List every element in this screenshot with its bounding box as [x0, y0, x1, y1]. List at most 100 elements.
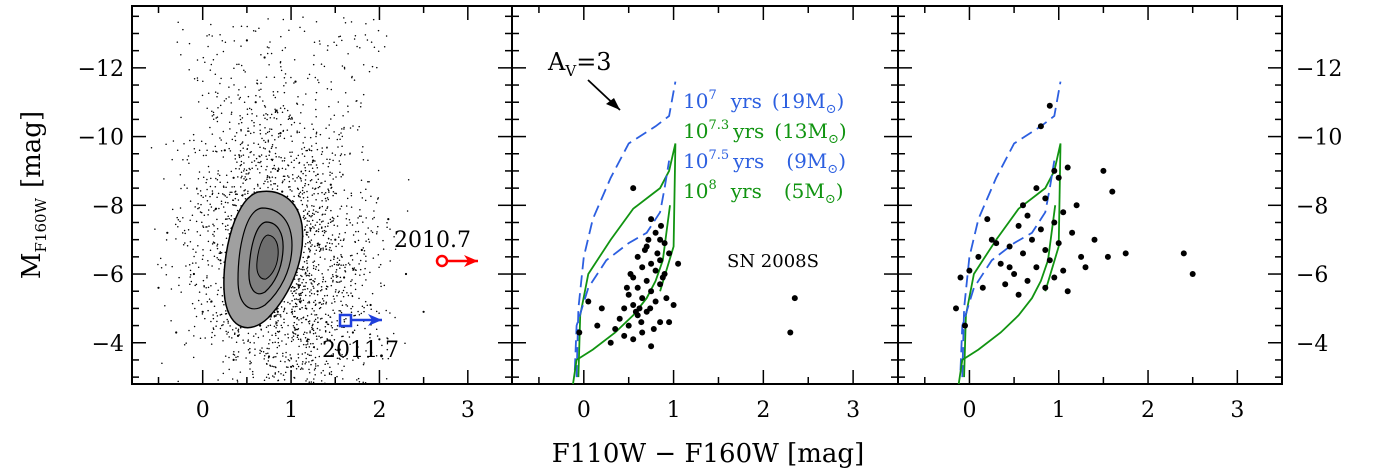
field-star-point — [337, 363, 339, 365]
field-star-point — [196, 187, 198, 189]
star-point — [1051, 167, 1058, 174]
field-star-point — [363, 306, 365, 309]
field-star-point — [376, 335, 379, 337]
field-star-point — [272, 94, 275, 96]
field-star-point — [197, 101, 200, 103]
field-star-point — [295, 360, 298, 362]
field-star-point — [296, 274, 298, 276]
field-star-point — [309, 180, 312, 182]
field-star-point — [203, 286, 205, 288]
field-star-point — [335, 288, 337, 291]
field-star-point — [331, 326, 334, 329]
field-star-point — [266, 46, 269, 48]
field-star-point — [321, 298, 324, 300]
field-star-point — [260, 328, 262, 330]
field-star-point — [350, 284, 352, 287]
field-star-point — [278, 344, 281, 347]
field-star-point — [375, 233, 378, 235]
field-star-point — [243, 177, 245, 180]
field-star-point — [304, 136, 306, 139]
field-star-point — [367, 227, 369, 229]
field-star-point — [309, 230, 312, 232]
field-star-point — [394, 316, 396, 319]
field-star-point — [304, 271, 307, 274]
field-star-point — [299, 338, 302, 340]
field-star-point — [279, 314, 281, 316]
field-star-point — [336, 257, 339, 259]
field-star-point — [221, 244, 224, 246]
field-star-point — [271, 176, 274, 178]
field-star-point — [260, 350, 263, 353]
field-star-point — [241, 175, 243, 177]
field-star-point — [372, 18, 375, 21]
field-star-point — [315, 174, 317, 177]
field-star-point — [301, 353, 304, 355]
field-star-point — [362, 247, 365, 249]
field-star-point — [306, 213, 309, 215]
field-star-point — [194, 206, 196, 208]
field-star-point — [298, 319, 300, 321]
field-star-point — [273, 376, 275, 378]
field-star-point — [344, 271, 347, 273]
field-star-point — [329, 183, 332, 186]
star-point — [585, 298, 592, 305]
field-star-point — [236, 193, 238, 196]
field-star-point — [310, 145, 313, 147]
field-star-point — [256, 82, 259, 85]
field-star-point — [371, 231, 374, 234]
field-star-point — [277, 136, 280, 138]
field-star-point — [230, 102, 232, 104]
field-star-point — [231, 329, 234, 331]
field-star-point — [347, 105, 349, 107]
field-star-point — [309, 136, 312, 139]
sn-2011-7-marker — [338, 313, 382, 328]
field-star-point — [370, 344, 372, 346]
star-point — [576, 329, 583, 336]
star-point — [652, 267, 659, 274]
field-star-point — [328, 249, 331, 251]
field-star-point — [310, 149, 313, 152]
field-star-point — [327, 165, 330, 168]
field-star-point — [347, 262, 350, 264]
field-star-point — [357, 310, 359, 313]
field-star-point — [299, 122, 301, 125]
field-star-point — [311, 283, 313, 285]
field-star-point — [244, 189, 246, 191]
field-star-point — [195, 315, 198, 318]
field-star-point — [309, 330, 311, 332]
field-star-point — [189, 139, 191, 142]
y-tick-label: −12 — [78, 57, 124, 82]
field-star-point — [317, 79, 319, 81]
field-star-point — [329, 218, 332, 221]
field-star-point — [339, 208, 341, 210]
field-star-point — [264, 117, 266, 119]
field-star-point — [256, 183, 259, 186]
field-star-point — [216, 53, 218, 56]
field-star-point — [301, 321, 303, 324]
field-star-point — [294, 80, 297, 83]
field-star-point — [236, 63, 238, 66]
field-star-point — [312, 323, 314, 326]
star-point — [1073, 202, 1080, 209]
field-star-point — [286, 175, 289, 177]
field-star-point — [251, 370, 254, 373]
field-star-point — [247, 340, 249, 342]
field-star-point — [187, 229, 190, 231]
field-star-point — [273, 76, 276, 79]
field-star-point — [222, 339, 224, 342]
field-star-point — [296, 363, 299, 365]
field-star-point — [330, 249, 332, 252]
field-star-point — [244, 179, 247, 181]
field-star-point — [274, 108, 276, 110]
field-star-point — [176, 149, 179, 151]
star-point — [598, 305, 605, 312]
field-star-point — [356, 252, 359, 255]
field-star-point — [336, 328, 338, 331]
field-star-point — [327, 188, 329, 190]
field-star-point — [339, 342, 341, 344]
field-star-point — [293, 166, 295, 169]
field-star-point — [294, 305, 297, 308]
field-star-point — [310, 239, 313, 241]
field-star-point — [216, 256, 218, 259]
field-star-point — [316, 293, 319, 296]
